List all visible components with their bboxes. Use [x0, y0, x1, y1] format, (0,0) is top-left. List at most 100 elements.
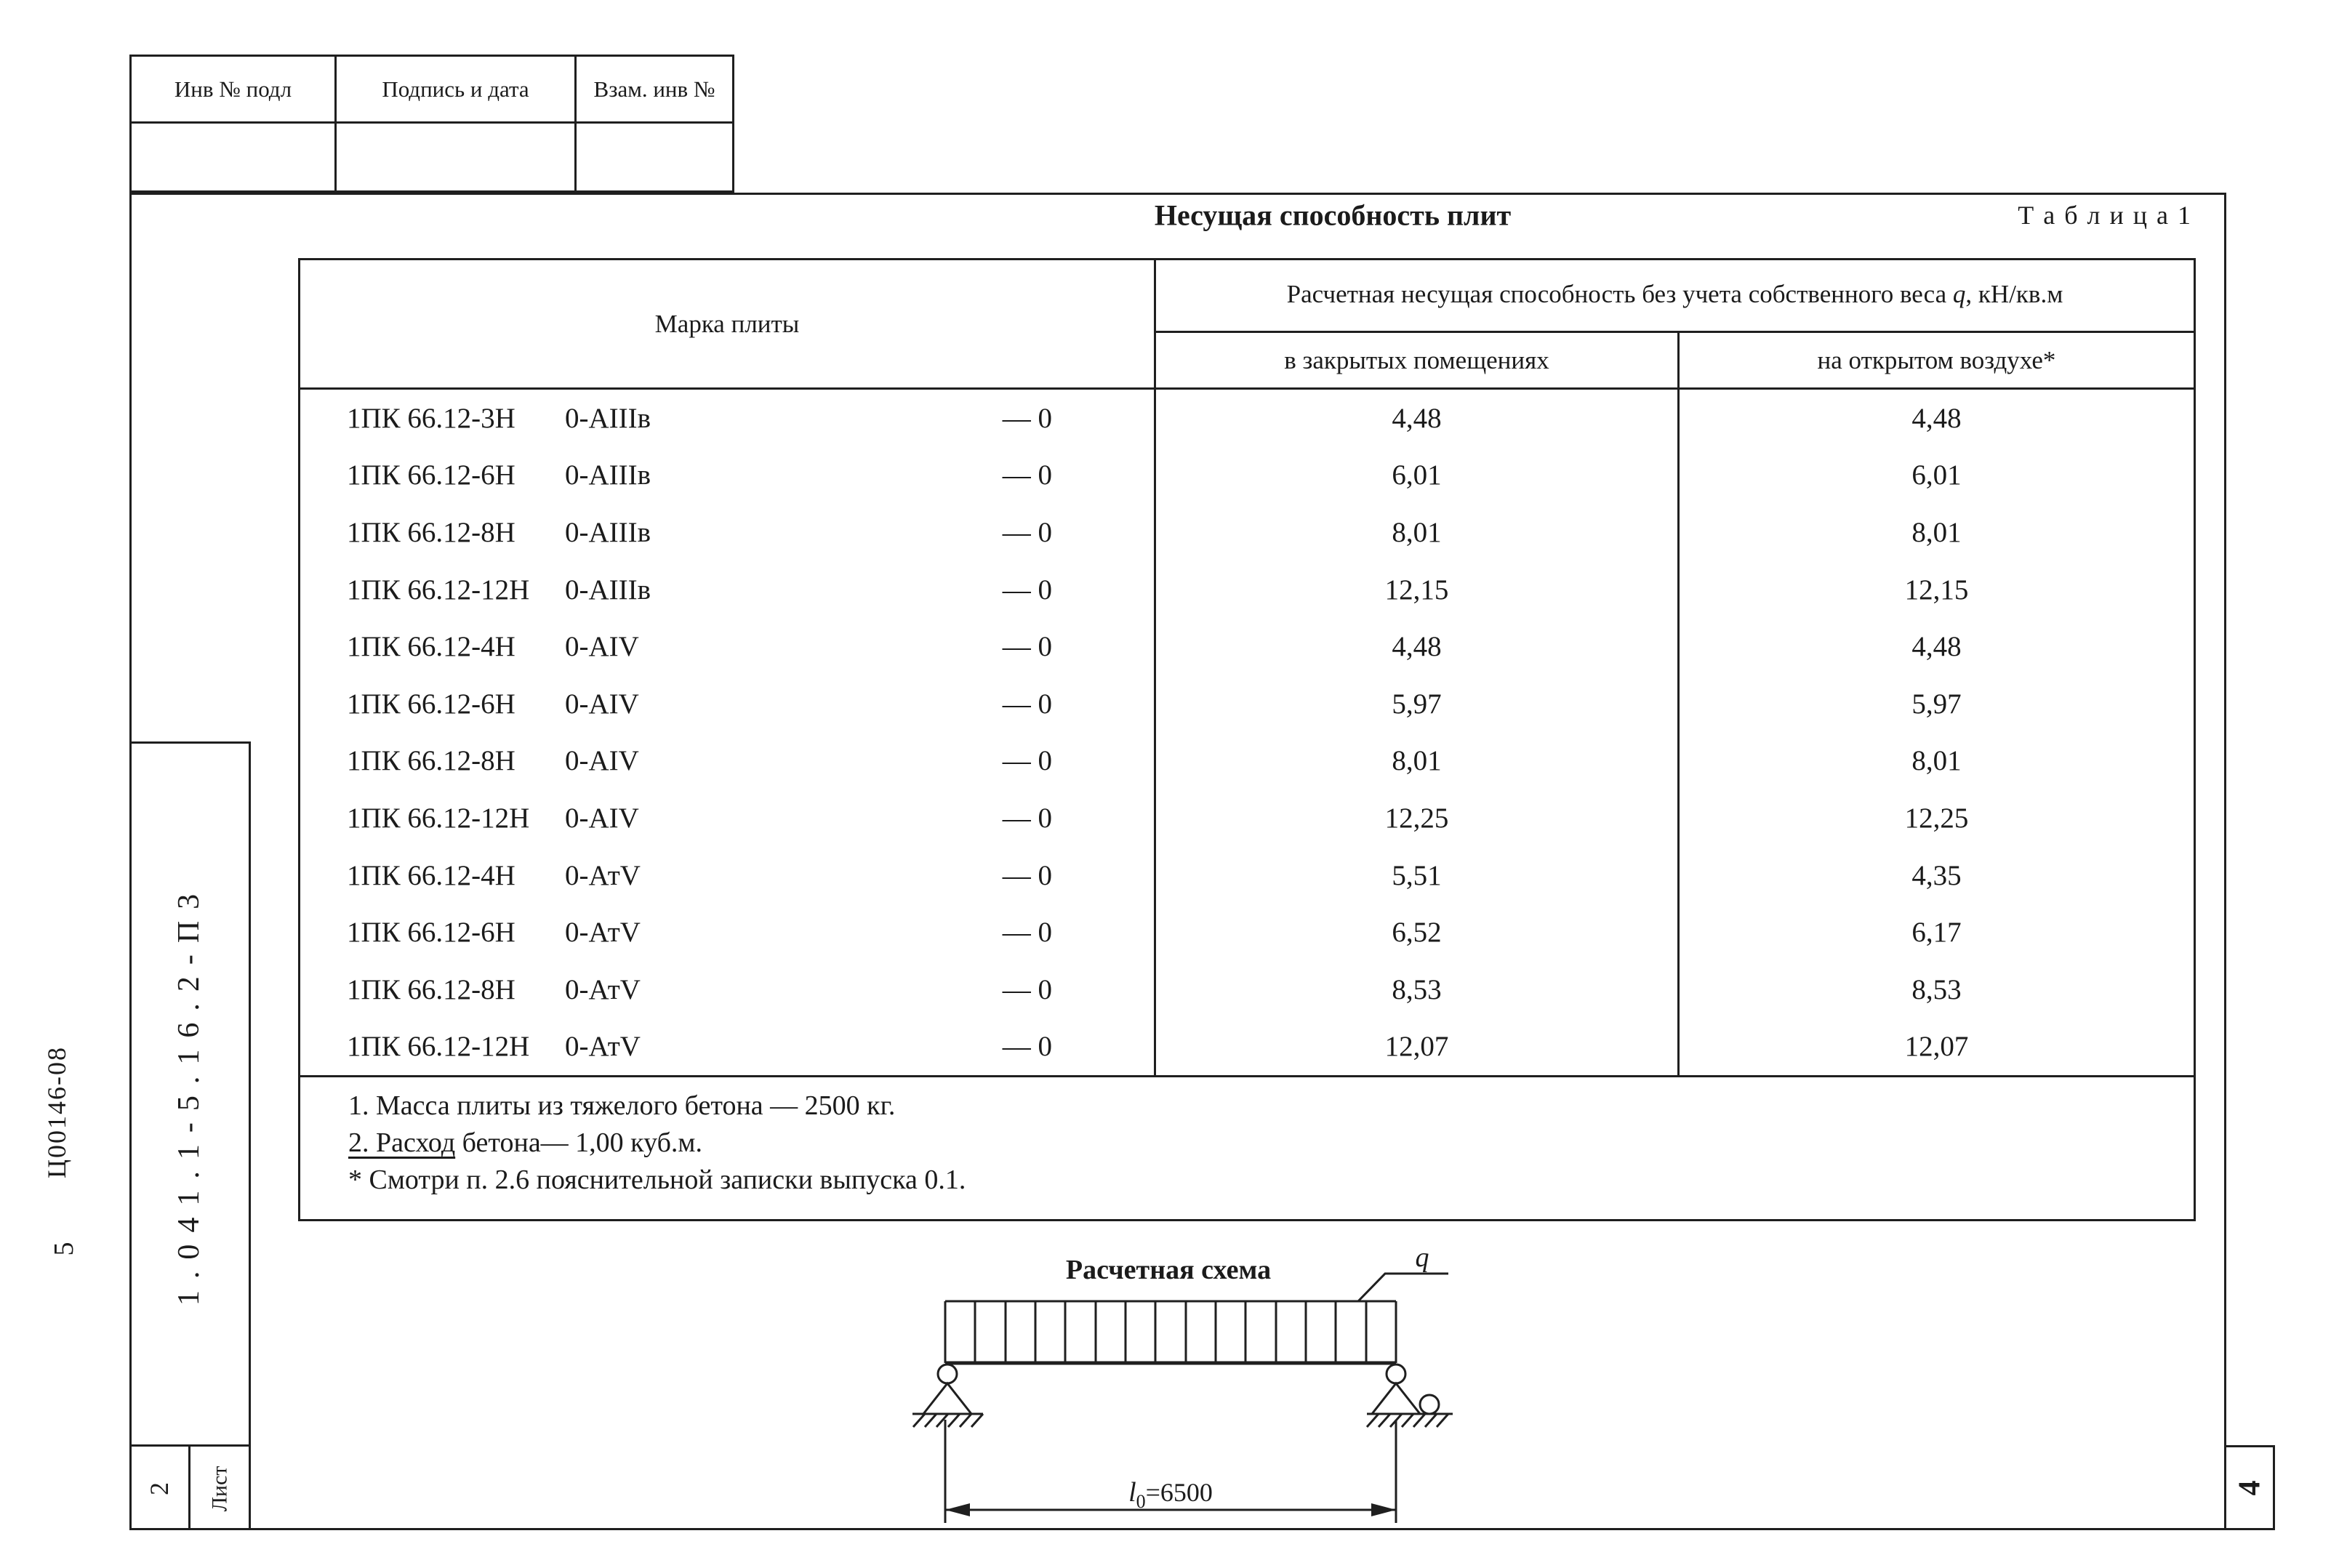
stamp-cell-empty-1 [132, 124, 337, 190]
span-value: =6500 [1146, 1478, 1213, 1507]
span-subscript: 0 [1136, 1491, 1146, 1512]
sheet-label-cell: Лист [190, 1447, 251, 1530]
designation-vertical: 1.041.1-5.16.2-П3 [172, 882, 206, 1306]
outdoor-value: 6,01 [1911, 459, 1962, 491]
stamp-cell-vzam: Взам. инв № [577, 57, 732, 124]
table-notes: 1. Масса плиты из тяжелого бетона — 2500… [300, 1075, 2194, 1219]
stamp-cell-empty-2 [337, 124, 577, 190]
mark-cell: 1ПК 66.12-6Н 0-АIV — 0 [300, 675, 1156, 733]
table-header: Марка плиты Расчетная несущая способност… [300, 260, 2194, 390]
outdoor-value: 5,97 [1911, 688, 1962, 720]
table-row: 1ПК 66.12-8Н 0-АIIIв — 0 8,01 8,01 [300, 504, 2194, 561]
mark-tail: — 0 [1002, 459, 1052, 491]
sheet-number-value: 2 [144, 1481, 174, 1495]
capacity-header-pre: Расчетная несущая способность без учета … [1286, 280, 1953, 308]
indoor-value: 8,01 [1156, 732, 1680, 790]
stamp-cell-empty-3 [577, 124, 732, 190]
reinforcement-class: 0-АIV [565, 631, 639, 663]
mark-tail: — 0 [1002, 859, 1052, 891]
mark-cell: 1ПК 66.12-6Н 0-АтV — 0 [300, 904, 1156, 961]
mark-cell: 1ПК 66.12-4Н 0-АтV — 0 [300, 846, 1156, 904]
plate-mark: 1ПК 66.12-8Н [347, 745, 515, 777]
mark-tail: — 0 [1002, 631, 1052, 663]
note-concrete-rest: бетона— 1,00 куб.м. [455, 1127, 702, 1159]
outdoor-value: 4,48 [1911, 631, 1962, 663]
indoor-value: 12,07 [1156, 1018, 1680, 1076]
capacity-header-variable: q [1952, 280, 1966, 308]
outdoor-value: 4,48 [1911, 402, 1962, 434]
column-header-capacity-group: Расчетная несущая способность без учета … [1156, 260, 2194, 387]
indoor-value: 4,48 [1156, 390, 1680, 447]
plate-mark: 1ПК 66.12-6Н [347, 459, 515, 491]
dimension-arrow-left [945, 1503, 970, 1516]
stamp-table: Инв № подл Подпись и дата Взам. инв № [129, 55, 734, 193]
mark-cell: 1ПК 66.12-3Н 0-АIIIв — 0 [300, 390, 1156, 447]
reinforcement-class: 0-АIIIв [565, 574, 651, 606]
pin-support-hatching [912, 1413, 984, 1428]
scheme-title: Расчетная схема [1065, 1255, 1272, 1285]
mark-cell: 1ПК 66.12-12Н 0-АIV — 0 [300, 789, 1156, 847]
table-row: 1ПК 66.12-6Н 0-АIV — 0 5,97 5,97 [300, 675, 2194, 733]
mark-cell: 1ПК 66.12-12Н 0-АтV — 0 [300, 1018, 1156, 1076]
outdoor-value: 12,25 [1904, 802, 1969, 834]
indoor-value: 5,97 [1156, 675, 1680, 733]
table-row: 1ПК 66.12-12Н 0-АIV — 0 12,25 12,25 [300, 789, 2194, 847]
table-row: 1ПК 66.12-4Н 0-АIV — 0 4,48 4,48 [300, 618, 2194, 675]
note-mass: 1. Масса плиты из тяжелого бетона — 2500… [348, 1090, 896, 1122]
document-code-vertical: Ц00146-08 [42, 1046, 71, 1178]
indoor-value: 6,01 [1156, 446, 1680, 504]
load-leader-line [1357, 1272, 1448, 1303]
plate-mark: 1ПК 66.12-8Н [347, 973, 515, 1005]
mark-cell: 1ПК 66.12-8Н 0-АIIIв — 0 [300, 504, 1156, 561]
load-label: q [1416, 1242, 1429, 1273]
column-header-indoor: в закрытых помещениях [1156, 333, 1680, 387]
indoor-value: 4,48 [1156, 618, 1680, 675]
reinforcement-class: 0-АIIIв [565, 459, 651, 491]
plate-mark: 1ПК 66.12-12Н [347, 802, 530, 834]
reinforcement-class: 0-АIIIв [565, 516, 651, 548]
table-row: 1ПК 66.12-12Н 0-АIIIв — 0 12,15 12,15 [300, 560, 2194, 619]
sheet-number-box: 2 Лист [129, 1447, 251, 1530]
reinforcement-class: 0-АIV [565, 745, 639, 777]
design-scheme-diagram: q l0=6500 [912, 1242, 1453, 1523]
sheet-number-cell: 2 [129, 1447, 190, 1530]
roller-support-hinge [1385, 1363, 1407, 1385]
plate-mark: 1ПК 66.12-3Н [347, 402, 515, 434]
reinforcement-class: 0-АIV [565, 688, 639, 720]
outdoor-value: 6,17 [1911, 917, 1962, 949]
mark-tail: — 0 [1002, 402, 1052, 434]
reinforcement-class: 0-АIV [565, 802, 639, 834]
drawing-frame [129, 193, 2226, 1530]
reinforcement-class: 0-АтV [565, 917, 641, 949]
mark-tail: — 0 [1002, 688, 1052, 720]
column-header-outdoor: на открытом воздухе* [1817, 345, 2056, 374]
plate-mark: 1ПК 66.12-12Н [347, 1031, 530, 1063]
indoor-value: 12,25 [1156, 789, 1680, 847]
span-variable: l [1128, 1477, 1136, 1508]
mark-tail: — 0 [1002, 973, 1052, 1005]
mark-cell: 1ПК 66.12-12Н 0-АIIIв — 0 [300, 560, 1156, 619]
reinforcement-class: 0-АтV [565, 1031, 641, 1063]
mark-cell: 1ПК 66.12-4Н 0-АIV — 0 [300, 618, 1156, 675]
span-dimension-label: l0=6500 [1128, 1477, 1213, 1512]
dimension-arrow-right [1371, 1503, 1396, 1516]
sheet-label: Лист [206, 1466, 231, 1511]
note-concrete-underlined: 2. Расход [348, 1127, 456, 1159]
mark-tail: — 0 [1002, 516, 1052, 548]
plate-mark: 1ПК 66.12-6Н [347, 917, 515, 949]
indoor-value: 8,53 [1156, 960, 1680, 1018]
roller-support-triangle [1369, 1381, 1423, 1415]
table-caption: Т а б л и ц а 1 [2018, 201, 2192, 230]
indoor-value: 6,52 [1156, 904, 1680, 961]
table-body: 1ПК 66.12-3Н 0-АIIIв — 0 4,48 4,48 1ПК 6… [300, 390, 2194, 1076]
mark-cell: 1ПК 66.12-6Н 0-АIIIв — 0 [300, 446, 1156, 504]
load-ticks [944, 1301, 1397, 1363]
column-header-capacity: Расчетная несущая способность без учета … [1156, 260, 2194, 333]
table-row: 1ПК 66.12-12Н 0-АтV — 0 12,07 12,07 [300, 1018, 2194, 1076]
table-row: 1ПК 66.12-6Н 0-АIIIв — 0 6,01 6,01 [300, 446, 2194, 504]
table-row: 1ПК 66.12-8Н 0-АIV — 0 8,01 8,01 [300, 732, 2194, 790]
stamp-cell-sign: Подпись и дата [337, 57, 577, 124]
outdoor-value: 12,07 [1904, 1031, 1969, 1063]
outdoor-value: 12,15 [1904, 574, 1969, 606]
